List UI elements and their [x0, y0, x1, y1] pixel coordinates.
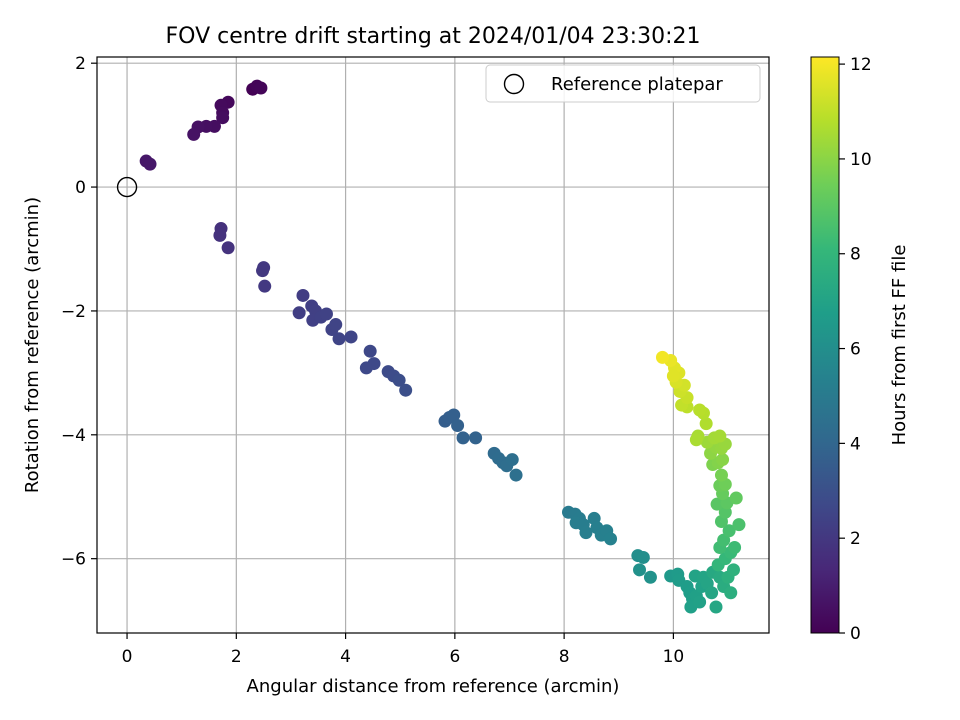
- data-point: [693, 595, 707, 609]
- data-point: [689, 433, 703, 447]
- data-point: [319, 307, 333, 321]
- data-point: [447, 408, 461, 422]
- data-point: [363, 344, 377, 358]
- x-tick-label: 4: [340, 647, 351, 667]
- data-point: [728, 541, 742, 555]
- x-tick-label: 2: [231, 647, 242, 667]
- data-point: [709, 600, 723, 614]
- data-point: [469, 431, 483, 445]
- y-tick-label: −2: [61, 302, 86, 322]
- data-point: [456, 431, 470, 445]
- legend: Reference platepar: [485, 64, 761, 103]
- data-points: [139, 79, 746, 614]
- colorbar: 0 2 4 6 8 10 12 Hours from first FF file: [810, 55, 910, 644]
- data-point: [187, 127, 201, 141]
- legend-marker-icon: [503, 73, 525, 95]
- data-point: [705, 586, 719, 600]
- colorbar-ticks: 0 2 4 6 8 10 12: [839, 55, 872, 644]
- data-point: [732, 518, 746, 532]
- data-point: [699, 417, 713, 431]
- y-tick-label: 0: [75, 178, 86, 198]
- data-point: [292, 306, 306, 320]
- grid: [97, 57, 769, 633]
- colorbar-label: Hours from first FF file: [889, 245, 910, 446]
- data-point: [213, 228, 227, 242]
- data-point: [332, 332, 346, 346]
- data-point: [143, 157, 157, 171]
- data-point: [722, 524, 736, 538]
- colorbar-tick-label: 0: [850, 624, 861, 644]
- data-point: [714, 468, 728, 482]
- x-axis-label: Angular distance from reference (arcmin): [247, 676, 620, 697]
- colorbar-tick-label: 2: [850, 529, 861, 549]
- data-point: [451, 419, 465, 433]
- data-point: [509, 468, 523, 482]
- data-point: [636, 550, 650, 564]
- data-point: [399, 383, 413, 397]
- data-point: [643, 570, 657, 584]
- data-point: [221, 241, 235, 255]
- data-point: [296, 288, 310, 302]
- data-point: [716, 453, 730, 467]
- data-point: [392, 373, 406, 387]
- chart-title: FOV centre drift starting at 2024/01/04 …: [166, 24, 701, 49]
- data-point: [359, 361, 373, 375]
- x-tick-label: 6: [449, 647, 460, 667]
- data-point: [258, 279, 272, 293]
- data-point: [693, 403, 707, 417]
- data-point: [579, 526, 593, 540]
- data-point: [216, 111, 230, 125]
- data-point: [329, 318, 343, 332]
- data-point: [256, 264, 270, 278]
- data-point: [713, 429, 727, 443]
- x-axis-ticks: 0 2 4 6 8 10: [122, 633, 685, 667]
- colorbar-tick-label: 10: [850, 150, 872, 170]
- y-axis-ticks: 2 0 −2 −4 −6: [61, 54, 97, 570]
- data-point: [633, 563, 647, 577]
- x-tick-label: 8: [559, 647, 570, 667]
- colorbar-tick-label: 6: [850, 340, 861, 360]
- legend-box: [485, 64, 761, 103]
- data-point: [604, 532, 618, 546]
- data-point: [726, 563, 740, 577]
- data-point: [666, 369, 680, 383]
- colorbar-tick-label: 8: [850, 245, 861, 265]
- y-tick-label: −4: [61, 426, 86, 446]
- data-point: [710, 497, 724, 511]
- data-point: [505, 453, 519, 467]
- reference-platepar-marker: [116, 176, 138, 198]
- y-tick-label: 2: [75, 54, 86, 74]
- colorbar-tick-label: 12: [850, 55, 872, 75]
- y-axis-label: Rotation from reference (arcmin): [22, 197, 43, 493]
- data-point: [344, 330, 358, 344]
- data-point: [655, 350, 669, 364]
- y-tick-label: −6: [61, 550, 86, 570]
- plot-frame: [96, 56, 770, 634]
- data-point: [254, 81, 268, 95]
- x-tick-label: 10: [663, 647, 685, 667]
- reference-marker-group: [116, 176, 138, 198]
- colorbar-tick-label: 4: [850, 434, 861, 454]
- data-point: [729, 491, 743, 505]
- data-point: [724, 586, 738, 600]
- legend-label: Reference platepar: [551, 74, 723, 95]
- colorbar-gradient: [810, 56, 840, 634]
- x-tick-label: 0: [122, 647, 133, 667]
